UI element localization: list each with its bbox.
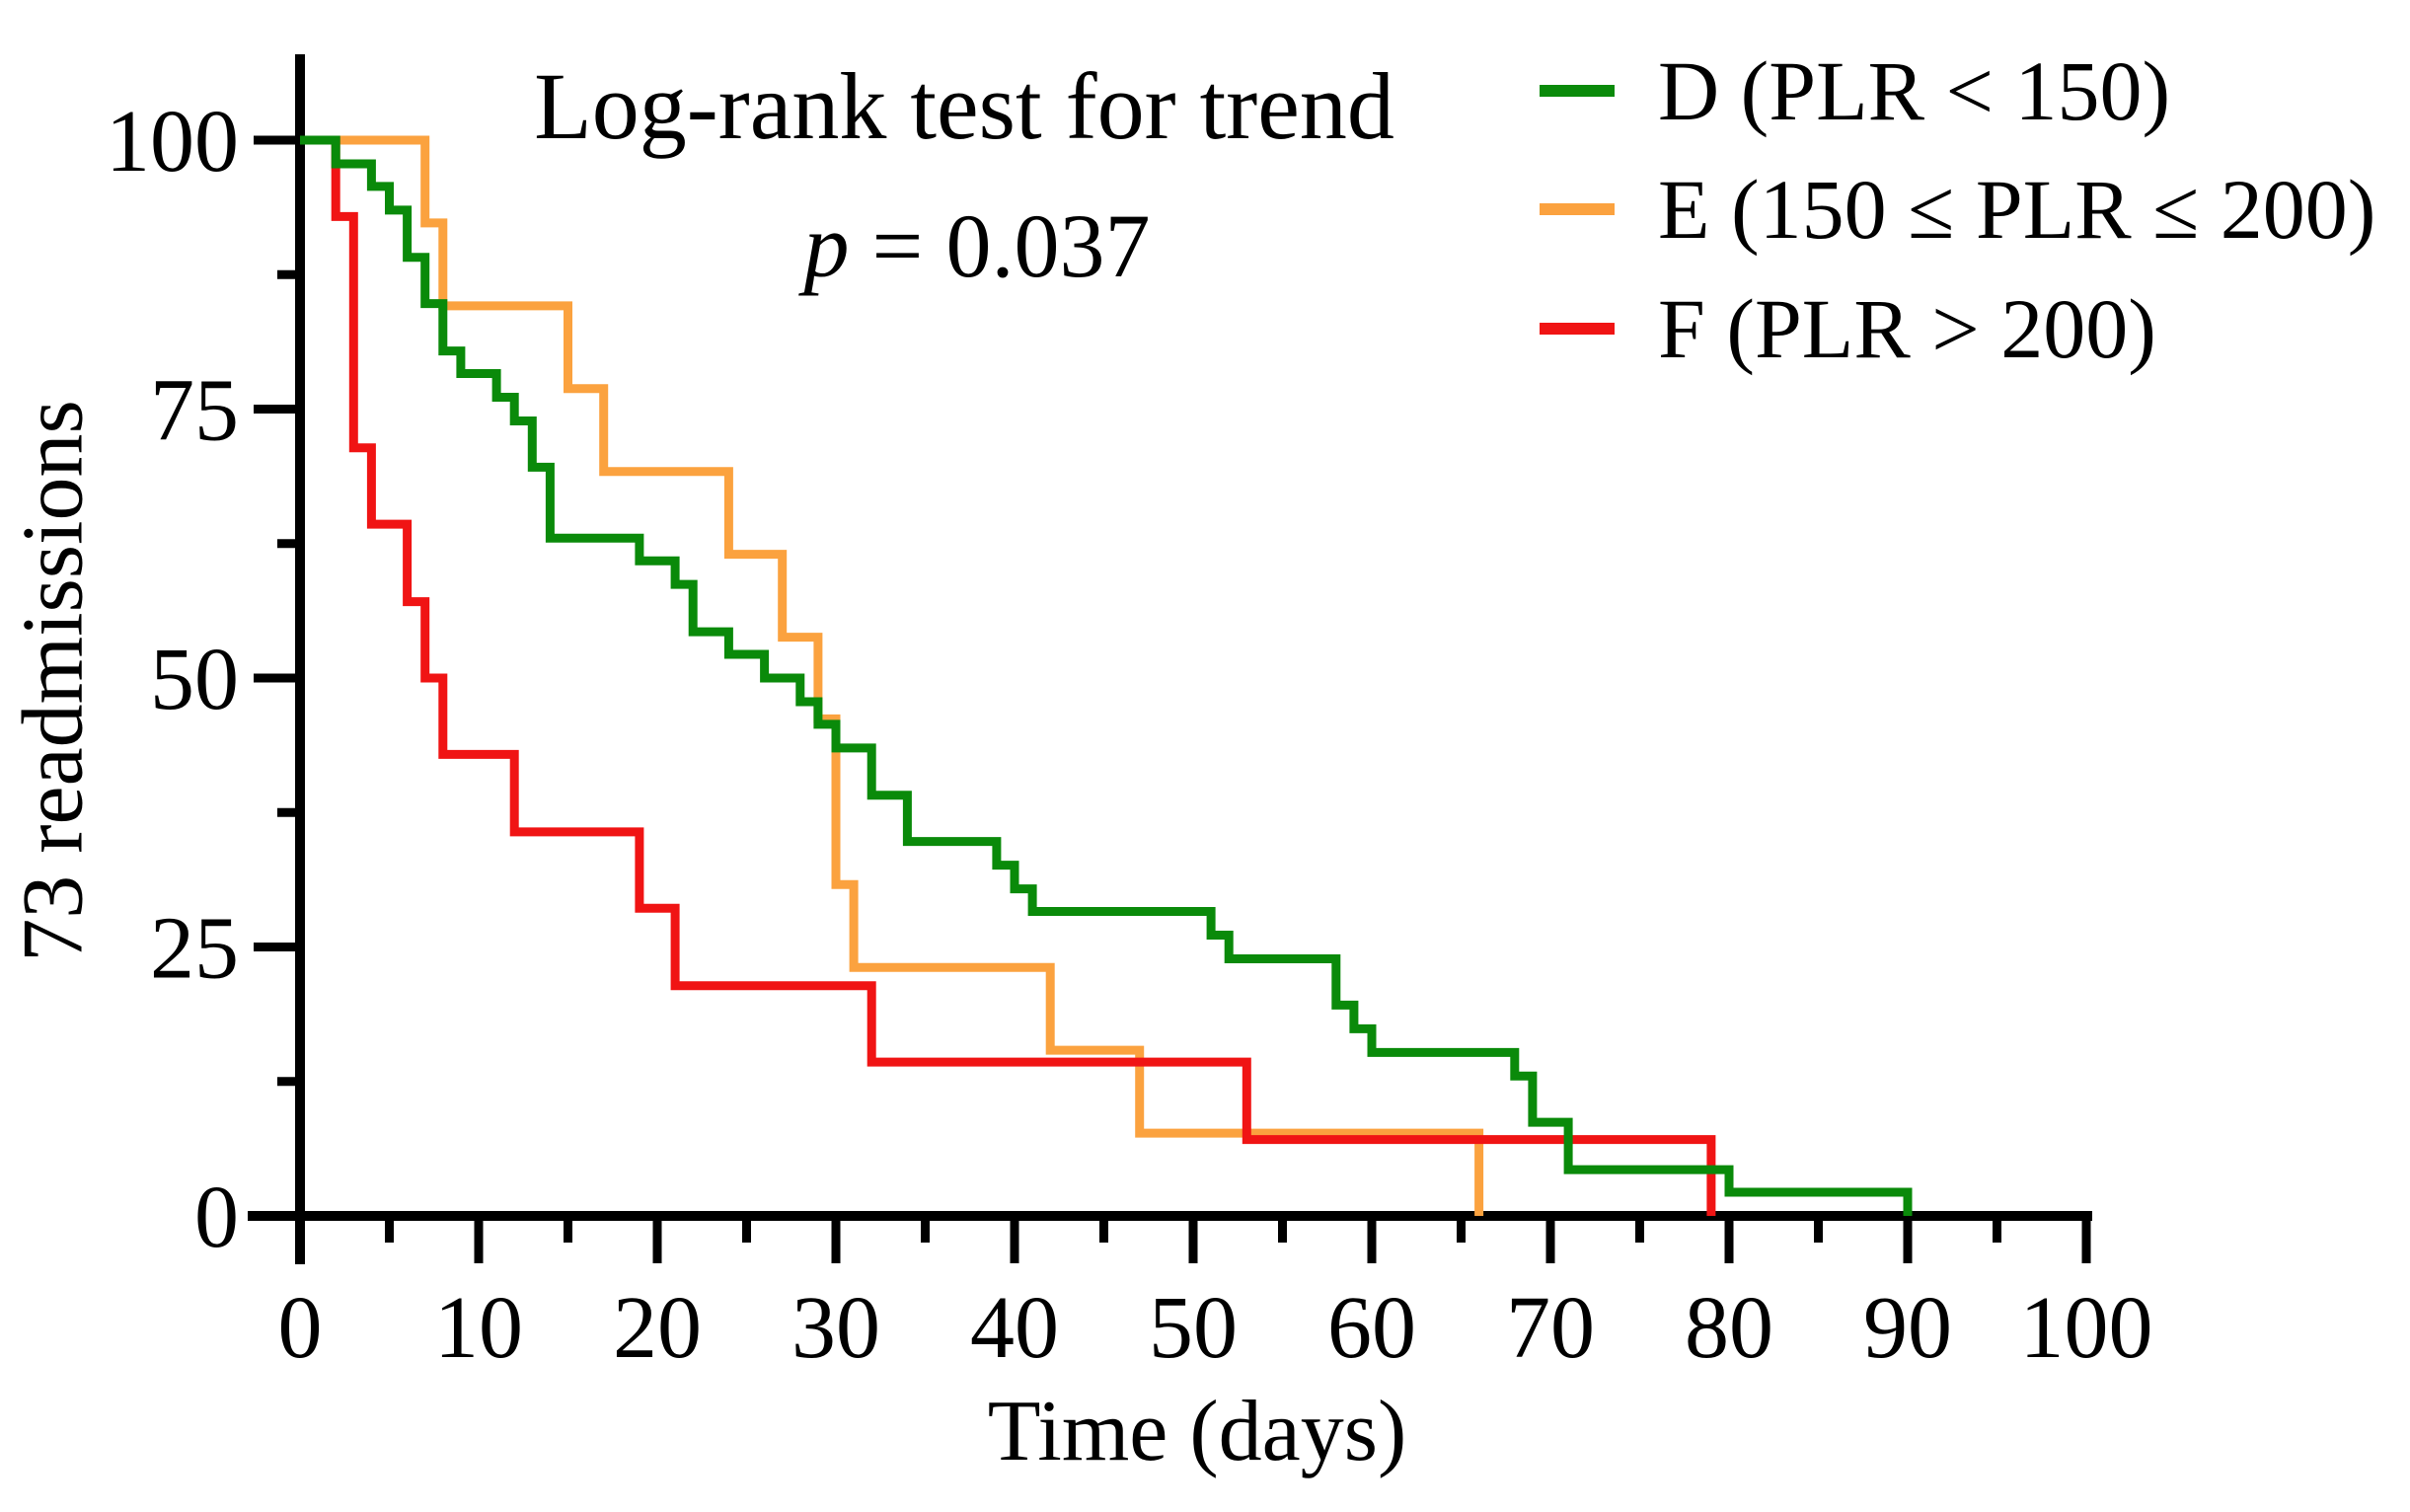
legend-swatch-d xyxy=(1540,85,1615,97)
legend-label-e: E (150 ≤ PLR ≤ 200) xyxy=(1658,162,2376,257)
p-value-text: = 0.037 xyxy=(849,195,1151,296)
curves-layer xyxy=(300,135,1913,1216)
km-curve-d xyxy=(300,135,1913,1216)
x-tick-label: 80 xyxy=(1685,1279,1773,1377)
x-tick-label: 0 xyxy=(278,1279,323,1377)
x-tick-label: 90 xyxy=(1863,1279,1952,1377)
y-tick-label: 50 xyxy=(150,631,239,728)
y-tick-label: 75 xyxy=(150,362,239,460)
x-tick-label: 10 xyxy=(434,1279,523,1377)
km-curve-e xyxy=(300,135,1484,1216)
x-tick-label: 40 xyxy=(970,1279,1059,1377)
p-value-annotation: p = 0.037 xyxy=(804,193,1151,298)
km-curve-f xyxy=(300,135,1716,1216)
x-tick-label: 60 xyxy=(1327,1279,1416,1377)
chart-title: Log-rank test for trend xyxy=(534,53,1394,159)
y-axis-label: 73 readmissions xyxy=(5,400,102,962)
x-tick-label: 100 xyxy=(2020,1279,2153,1377)
x-tick-label: 70 xyxy=(1506,1279,1595,1377)
x-axis-label: Time (days) xyxy=(987,1384,1407,1479)
legend-item-f: F (PLR > 200) xyxy=(1540,279,2156,378)
y-tick-label: 25 xyxy=(150,900,239,998)
y-tick-label: 0 xyxy=(194,1169,239,1266)
legend-label-f: F (PLR > 200) xyxy=(1658,281,2156,376)
axes-layer xyxy=(248,54,2092,1264)
legend-label-d: D (PLR < 150) xyxy=(1658,43,2171,138)
x-tick-label: 50 xyxy=(1149,1279,1238,1377)
x-tick-label: 20 xyxy=(613,1279,702,1377)
y-tick-label: 100 xyxy=(106,93,239,190)
x-tick-label: 30 xyxy=(791,1279,880,1377)
legend-item-d: D (PLR < 150) xyxy=(1540,41,2170,140)
legend-item-e: E (150 ≤ PLR ≤ 200) xyxy=(1540,160,2375,259)
legend-swatch-e xyxy=(1540,203,1615,215)
legend-swatch-f xyxy=(1540,323,1615,335)
p-symbol: p xyxy=(803,195,850,296)
tick-label-layer: 0 10 20 30 40 50 60 70 80 90 100 0 25 50 75 100 xyxy=(106,93,2153,1377)
